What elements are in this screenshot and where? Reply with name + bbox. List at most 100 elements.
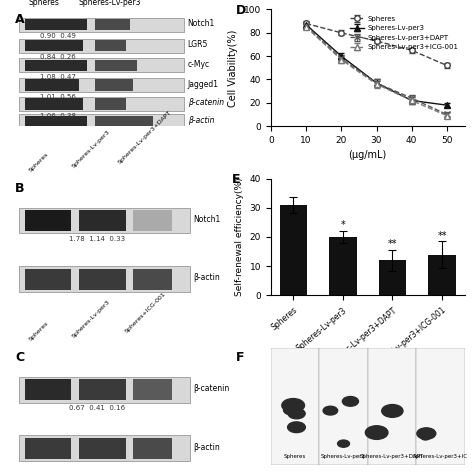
Text: Spheres: Spheres <box>28 151 49 173</box>
FancyBboxPatch shape <box>95 98 126 110</box>
Circle shape <box>282 399 304 412</box>
Text: 0.90  0.49: 0.90 0.49 <box>40 33 76 39</box>
Text: E: E <box>232 173 241 186</box>
FancyBboxPatch shape <box>79 268 126 290</box>
Circle shape <box>288 409 305 419</box>
Text: LGR5: LGR5 <box>188 40 208 49</box>
Bar <box>271 348 319 465</box>
Circle shape <box>382 404 403 417</box>
Text: Jagged1: Jagged1 <box>188 80 219 89</box>
FancyBboxPatch shape <box>19 377 190 403</box>
Text: Spheres: Spheres <box>28 320 49 342</box>
FancyBboxPatch shape <box>79 379 126 401</box>
Text: 0.67  0.41  0.16: 0.67 0.41 0.16 <box>69 405 125 411</box>
Circle shape <box>342 397 358 406</box>
Text: Spheres: Spheres <box>284 454 306 459</box>
Y-axis label: Cell Viability(%): Cell Viability(%) <box>228 29 238 107</box>
FancyBboxPatch shape <box>25 60 87 71</box>
Legend: Spheres, Spheres-Lv-per3, Spheres-Lv-per3+DAPT, Spheres-Lv-per3+ICG-001: Spheres, Spheres-Lv-per3, Spheres-Lv-per… <box>347 13 461 53</box>
Text: β-actin: β-actin <box>193 273 220 283</box>
FancyBboxPatch shape <box>25 98 83 110</box>
Text: C: C <box>15 351 25 365</box>
Text: Notch1: Notch1 <box>188 19 215 28</box>
FancyBboxPatch shape <box>19 266 190 292</box>
FancyBboxPatch shape <box>25 116 87 128</box>
Circle shape <box>323 406 337 415</box>
Circle shape <box>421 435 430 440</box>
FancyBboxPatch shape <box>133 379 172 401</box>
FancyBboxPatch shape <box>25 19 87 30</box>
FancyBboxPatch shape <box>25 379 72 401</box>
Bar <box>280 205 307 295</box>
Text: Spheres: Spheres <box>29 0 60 7</box>
Text: **: ** <box>438 230 447 240</box>
Bar <box>379 260 406 295</box>
FancyBboxPatch shape <box>95 19 129 30</box>
Circle shape <box>283 405 300 415</box>
FancyBboxPatch shape <box>25 80 79 91</box>
Text: Spheres-Lv-per3+ICG-001: Spheres-Lv-per3+ICG-001 <box>366 306 448 376</box>
Text: Spheres-Lv-per3: Spheres-Lv-per3 <box>79 0 141 7</box>
FancyBboxPatch shape <box>19 115 184 128</box>
Text: 1.78  1.14  0.33: 1.78 1.14 0.33 <box>69 236 125 242</box>
Circle shape <box>365 426 388 439</box>
FancyBboxPatch shape <box>133 438 172 459</box>
Text: D: D <box>236 4 246 17</box>
Circle shape <box>288 422 305 433</box>
FancyBboxPatch shape <box>95 40 126 52</box>
Circle shape <box>293 401 301 407</box>
Text: β-actin: β-actin <box>193 443 220 452</box>
Text: Spheres-Lv-per3: Spheres-Lv-per3 <box>71 129 111 169</box>
FancyBboxPatch shape <box>25 40 83 52</box>
Text: β-catenin: β-catenin <box>188 98 224 107</box>
FancyBboxPatch shape <box>25 268 72 290</box>
FancyBboxPatch shape <box>19 18 184 32</box>
Text: 1.08  0.47: 1.08 0.47 <box>40 74 76 80</box>
Text: Spheres-Lv-per3: Spheres-Lv-per3 <box>295 306 349 353</box>
Text: c-Myc: c-Myc <box>188 60 210 69</box>
FancyBboxPatch shape <box>95 116 153 128</box>
FancyBboxPatch shape <box>79 438 126 459</box>
Text: Spheres-Lv-per3+DAPT: Spheres-Lv-per3+DAPT <box>360 454 424 459</box>
FancyBboxPatch shape <box>25 210 72 231</box>
Text: Spheres: Spheres <box>270 306 299 332</box>
FancyBboxPatch shape <box>19 97 184 111</box>
X-axis label: (μg/mL): (μg/mL) <box>348 150 387 160</box>
Text: Spheres-Lv-per3+DAPT: Spheres-Lv-per3+DAPT <box>118 109 173 164</box>
Text: **: ** <box>388 239 397 249</box>
FancyBboxPatch shape <box>19 435 190 461</box>
FancyBboxPatch shape <box>133 210 172 231</box>
Bar <box>319 348 368 465</box>
Text: 0.84  0.26: 0.84 0.26 <box>40 55 76 60</box>
FancyBboxPatch shape <box>19 58 184 73</box>
FancyBboxPatch shape <box>19 78 184 92</box>
Bar <box>329 237 356 295</box>
Text: A: A <box>15 13 25 26</box>
Text: Spheres-Lv-per3: Spheres-Lv-per3 <box>71 299 111 338</box>
Text: Notch1: Notch1 <box>193 215 221 224</box>
FancyBboxPatch shape <box>95 60 137 71</box>
Text: β-actin: β-actin <box>188 116 214 125</box>
Text: Spheres-Lv-per3: Spheres-Lv-per3 <box>321 454 366 459</box>
Circle shape <box>417 428 436 439</box>
Circle shape <box>337 440 349 447</box>
FancyBboxPatch shape <box>79 210 126 231</box>
Bar <box>428 255 456 295</box>
Text: B: B <box>15 182 25 195</box>
Text: Spheres-Lv-per3+IC: Spheres-Lv-per3+IC <box>413 454 468 459</box>
Bar <box>368 348 416 465</box>
Text: *: * <box>340 220 345 230</box>
FancyBboxPatch shape <box>133 268 172 290</box>
FancyBboxPatch shape <box>19 208 190 234</box>
Bar <box>416 348 465 465</box>
Text: Spheres-Lv-per3+DAPT: Spheres-Lv-per3+DAPT <box>324 306 398 370</box>
FancyBboxPatch shape <box>19 39 184 53</box>
FancyBboxPatch shape <box>25 438 72 459</box>
Y-axis label: Self-renewal efficiency(%): Self-renewal efficiency(%) <box>235 178 244 296</box>
Text: Spheres+ICG-001: Spheres+ICG-001 <box>124 291 166 334</box>
FancyBboxPatch shape <box>95 80 133 91</box>
Text: F: F <box>236 351 245 365</box>
Text: 1.06  0.38: 1.06 0.38 <box>40 113 76 119</box>
Text: β-catenin: β-catenin <box>193 384 230 393</box>
Text: 1.01  0.56: 1.01 0.56 <box>40 94 76 100</box>
